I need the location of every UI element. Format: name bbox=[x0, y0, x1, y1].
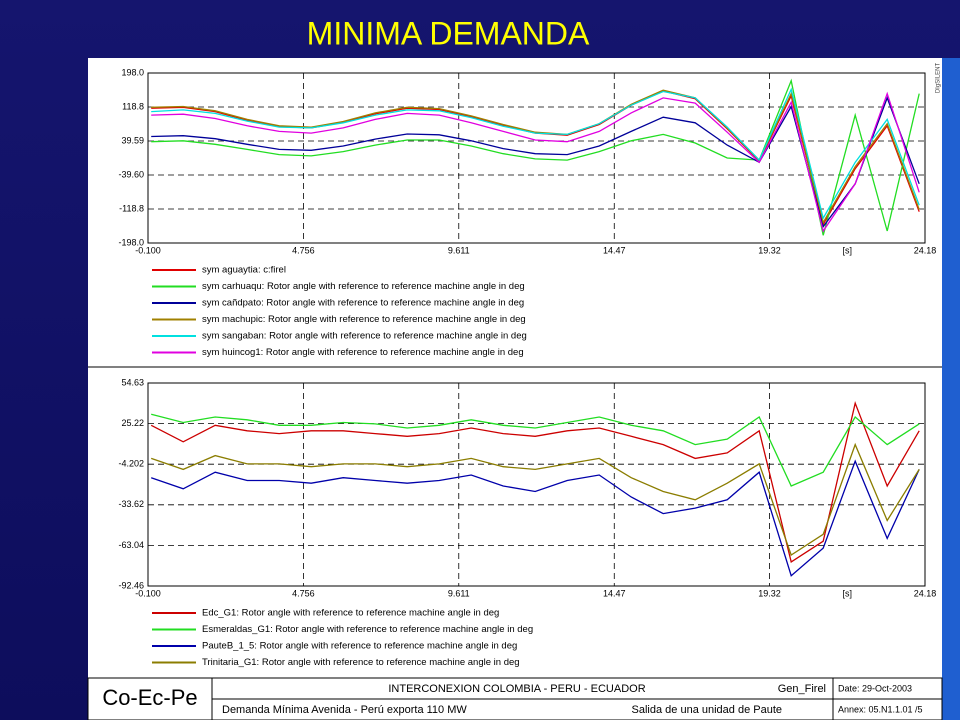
legend-label: Esmeraldas_G1: Rotor angle with referenc… bbox=[202, 624, 533, 635]
legend-label: Edc_G1: Rotor angle with reference to re… bbox=[202, 608, 499, 619]
x-axis-label: [s] bbox=[842, 588, 852, 598]
x-tick-label: -0.100 bbox=[135, 245, 161, 255]
plot-frame bbox=[147, 382, 926, 587]
y-tick-label: -33.62 bbox=[118, 499, 144, 509]
series-line bbox=[150, 459, 920, 577]
y-tick-label: 118.8 bbox=[122, 101, 144, 111]
y-tick-label: -39.60 bbox=[118, 169, 144, 179]
y-tick-label: 54.63 bbox=[121, 377, 144, 387]
legend-label: sym cañdpato: Rotor angle with reference… bbox=[202, 298, 524, 309]
footer-date: Date: 29-Oct-2003 bbox=[838, 683, 912, 693]
x-tick-label: 4.756 bbox=[292, 245, 315, 255]
series-line bbox=[151, 96, 920, 229]
series-line bbox=[151, 78, 920, 236]
x-tick-label: 4.756 bbox=[292, 588, 315, 598]
legend-label: sym huincog1: Rotor angle with reference… bbox=[202, 347, 524, 358]
y-tick-label: 39.59 bbox=[121, 135, 144, 145]
y-tick-label: -63.04 bbox=[118, 540, 144, 550]
footer-event: Salida de una unidad de Paute bbox=[632, 704, 782, 716]
x-tick-label: 24.18 bbox=[914, 588, 937, 598]
side-strip bbox=[942, 58, 960, 720]
legend-label: Trinitaria_G1: Rotor angle with referenc… bbox=[202, 657, 520, 668]
legend-label: sym aguaytia: c:firel bbox=[202, 265, 286, 276]
footer-project: INTERCONEXION COLOMBIA - PERU - ECUADOR bbox=[388, 683, 645, 695]
x-tick-label: -0.100 bbox=[135, 588, 161, 598]
series-line bbox=[151, 91, 920, 233]
legend-label: PauteB_1_5: Rotor angle with reference t… bbox=[202, 641, 517, 652]
series-line bbox=[150, 442, 920, 556]
series-line bbox=[151, 89, 920, 225]
series-line bbox=[151, 413, 920, 487]
slide-title: MINIMA DEMANDA bbox=[307, 15, 590, 51]
y-tick-label: -4.202 bbox=[118, 459, 144, 469]
legend-label: sym sangaban: Rotor angle with reference… bbox=[202, 331, 527, 342]
x-axis-label: [s] bbox=[842, 245, 852, 255]
series-line bbox=[151, 87, 920, 220]
panel bbox=[88, 58, 942, 720]
x-tick-label: 19.32 bbox=[758, 245, 781, 255]
x-tick-label: 24.18 bbox=[914, 245, 937, 255]
series-line bbox=[150, 400, 920, 563]
y-tick-label: 25.22 bbox=[121, 418, 144, 428]
x-tick-label: 9.611 bbox=[448, 588, 470, 598]
x-tick-label: 14.47 bbox=[603, 245, 626, 255]
legend-label: sym machupic: Rotor angle with reference… bbox=[202, 314, 526, 325]
watermark: DIgSILENT bbox=[936, 62, 942, 93]
y-tick-label: -92.46 bbox=[118, 580, 144, 590]
footer-case: Gen_Firel bbox=[778, 683, 826, 695]
footer-scenario: Demanda Mínima Avenida - Perú exporta 11… bbox=[222, 704, 467, 716]
y-tick-label: -198.0 bbox=[118, 237, 144, 247]
x-tick-label: 9.611 bbox=[448, 245, 470, 255]
y-tick-label: 198.0 bbox=[121, 67, 144, 77]
footer-logo: Co-Ec-Pe bbox=[102, 685, 197, 710]
x-tick-label: 14.47 bbox=[603, 588, 626, 598]
footer: Co-Ec-Pe INTERCONEXION COLOMBIA - PERU -… bbox=[87, 677, 943, 720]
x-tick-label: 19.32 bbox=[758, 588, 781, 598]
plot-frame bbox=[147, 72, 926, 244]
y-tick-label: -118.8 bbox=[119, 203, 144, 213]
footer-annex: Annex: 05.N1.1.01 /5 bbox=[838, 704, 923, 714]
legend-label: sym carhuaqu: Rotor angle with reference… bbox=[202, 281, 525, 292]
